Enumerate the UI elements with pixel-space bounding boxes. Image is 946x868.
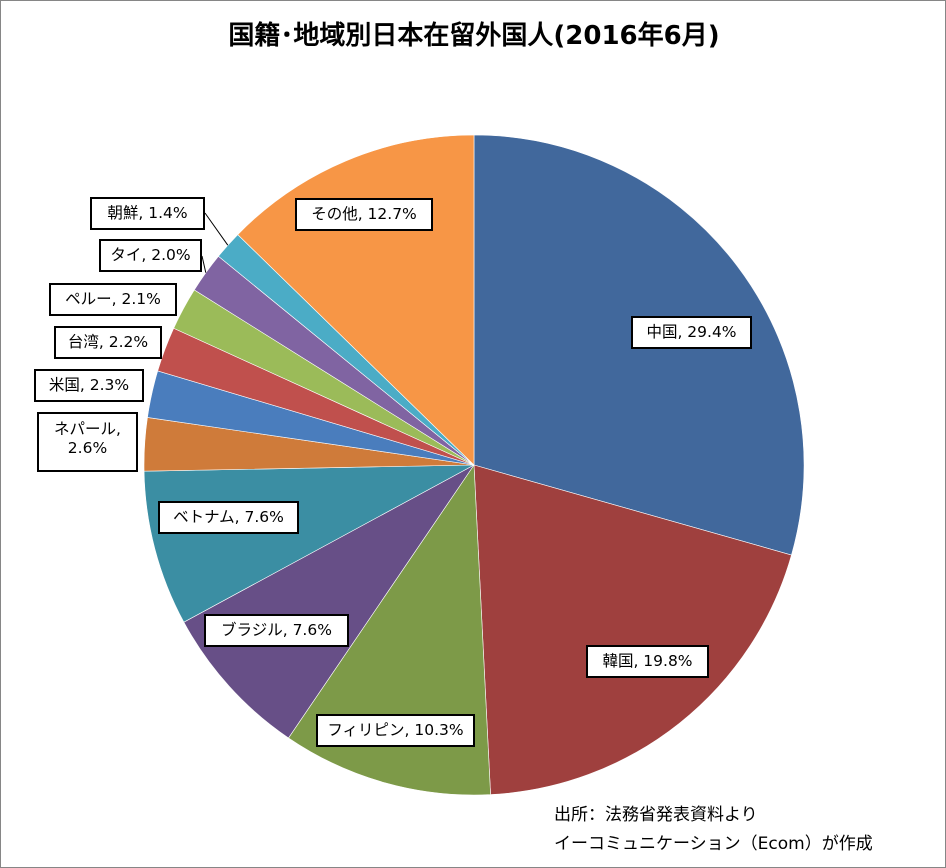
data-label-others: その他, 12.7% bbox=[295, 198, 433, 231]
pie-slice-3 bbox=[183, 464, 475, 739]
pie-slice-2 bbox=[288, 464, 491, 796]
pie-slices bbox=[143, 134, 805, 796]
pie-slice-1 bbox=[473, 464, 792, 795]
leader-line-10 bbox=[204, 212, 229, 246]
leader-line-9 bbox=[201, 255, 207, 273]
data-label-us: 米国, 2.3% bbox=[34, 369, 144, 402]
data-label-brazil: ブラジル, 7.6% bbox=[204, 614, 349, 647]
data-label-nepal: ネパール, 2.6% bbox=[37, 412, 138, 472]
leader-lines bbox=[201, 212, 229, 273]
data-label-vietnam: ベトナム, 7.6% bbox=[158, 501, 299, 534]
data-label-taiwan: 台湾, 2.2% bbox=[54, 326, 162, 359]
source-note: 出所：法務省発表資料より イーコミュニケーション（Ecom）が作成 bbox=[554, 801, 873, 859]
data-label-philippines: フィリピン, 10.3% bbox=[316, 714, 475, 747]
source-line-2: イーコミュニケーション（Ecom）が作成 bbox=[554, 834, 873, 854]
data-label-china: 中国, 29.4% bbox=[631, 316, 752, 349]
data-label-north-korea: 朝鮮, 1.4% bbox=[90, 197, 205, 230]
data-label-peru: ペルー, 2.1% bbox=[49, 283, 177, 316]
data-label-thailand: タイ, 2.0% bbox=[99, 239, 202, 272]
data-label-korea: 韓国, 19.8% bbox=[586, 645, 709, 678]
source-line-1: 出所：法務省発表資料より bbox=[554, 805, 758, 825]
chart-title: 国籍･地域別日本在留外国人(2016年6月) bbox=[228, 21, 720, 51]
